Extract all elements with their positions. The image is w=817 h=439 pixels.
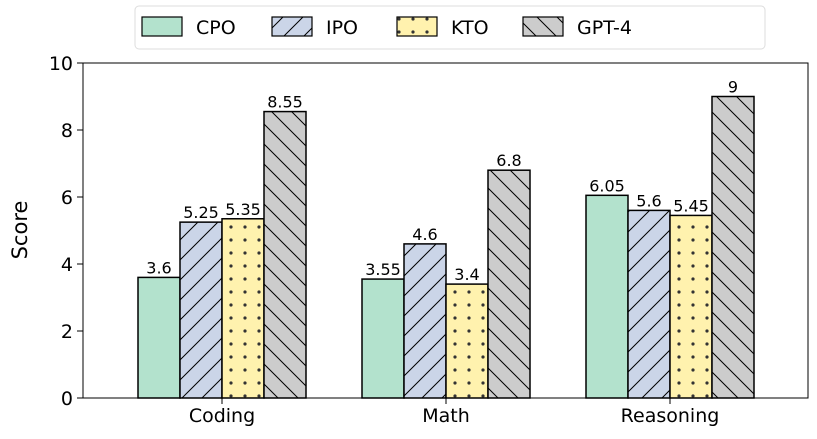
y-tick-label: 0 xyxy=(61,388,73,410)
data-label: 8.55 xyxy=(267,93,303,112)
x-tick-label: Reasoning xyxy=(621,405,720,427)
data-label: 3.55 xyxy=(365,260,401,279)
bar-hatch xyxy=(222,218,264,398)
bar-hatch xyxy=(628,210,670,398)
legend-swatch-CPO xyxy=(141,16,183,37)
legend-label: KTO xyxy=(451,17,489,39)
legend-hatch xyxy=(272,17,312,36)
bar-CPO-Coding xyxy=(137,276,181,399)
legend-hatch xyxy=(523,17,563,36)
bar-hatch xyxy=(404,243,446,398)
y-axis-label: Score xyxy=(8,201,32,260)
bar-CPO-Math xyxy=(361,278,405,399)
data-label: 5.6 xyxy=(636,191,661,210)
y-tick-label: 8 xyxy=(61,120,73,142)
bar-CPO-Reasoning xyxy=(585,194,629,399)
legend-label: IPO xyxy=(326,17,358,39)
legend-label: CPO xyxy=(196,17,236,39)
bar-hatch xyxy=(180,222,222,398)
x-tick-label: Math xyxy=(422,405,470,427)
data-label: 9 xyxy=(728,78,738,97)
data-label: 5.45 xyxy=(673,196,709,215)
legend-hatch xyxy=(397,17,437,36)
y-tick-label: 2 xyxy=(61,321,73,343)
data-label: 6.8 xyxy=(496,151,521,170)
x-tick-label: Coding xyxy=(189,405,255,427)
y-tick-label: 4 xyxy=(61,254,73,276)
y-tick-label: 6 xyxy=(61,187,73,209)
data-label: 3.4 xyxy=(454,265,479,284)
data-label: 5.25 xyxy=(183,203,219,222)
bar-hatch xyxy=(712,96,754,398)
data-label: 3.6 xyxy=(146,258,171,277)
bar-hatch xyxy=(446,284,488,398)
bar-hatch xyxy=(488,170,530,398)
bar-hatch xyxy=(670,215,712,398)
y-tick-label: 10 xyxy=(49,53,73,75)
data-label: 4.6 xyxy=(412,225,437,244)
legend-label: GPT-4 xyxy=(577,17,632,39)
data-label: 6.05 xyxy=(589,176,625,195)
legend: CPO IPO KTO GPT-4 xyxy=(134,5,766,50)
bar-hatch xyxy=(264,111,306,398)
data-label: 5.35 xyxy=(225,200,261,219)
